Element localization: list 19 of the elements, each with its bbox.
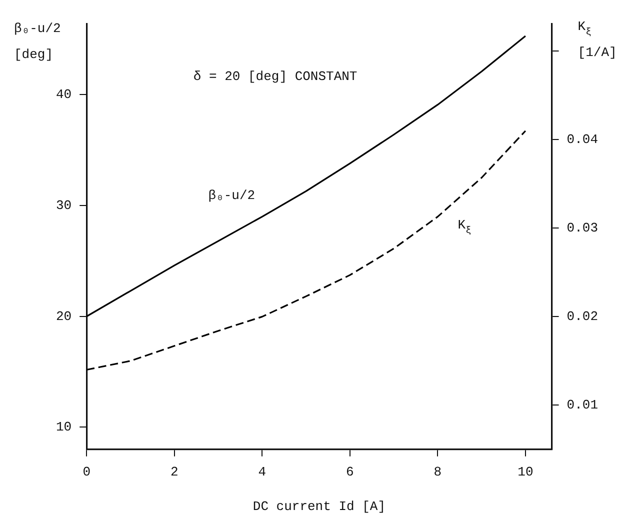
x-tick-label: 4 [258,464,266,480]
x-axis-title: DC current Id [A] [252,499,386,514]
y2-tick-label: 0.03 [566,220,598,236]
x-tick-label: 10 [518,464,534,480]
x-tick-label: 0 [82,464,91,480]
y-tick-label: 40 [56,87,72,102]
y2-tick-label: 0.01 [566,398,598,413]
y2-tick-label: 0.04 [566,132,598,148]
series-label: β₀-u/2 [208,188,256,204]
y2-tick-label: 0.02 [566,309,598,324]
x-tick-label: 8 [434,464,442,480]
annotation: δ = 20 [deg] CONSTANT [193,69,358,84]
y-tick-label: 30 [56,198,72,214]
y-tick-label: 20 [56,308,72,324]
line-series [86,130,526,371]
x-tick-label: 2 [170,464,178,480]
y-tick-label: 10 [56,420,72,435]
x-tick-label: 6 [346,464,354,480]
y-axis-title: β₀-u/2 [deg] [14,21,61,62]
